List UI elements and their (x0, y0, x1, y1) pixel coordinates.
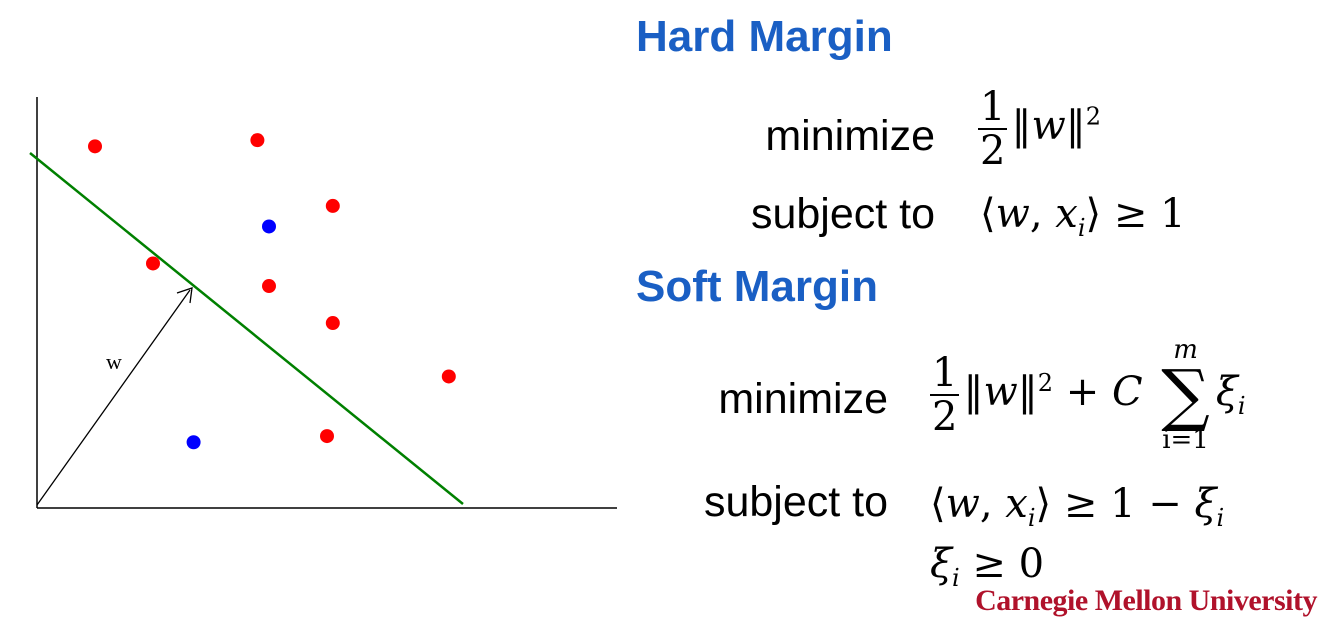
data-point (186, 435, 201, 450)
separating-hyperplane (29, 152, 464, 505)
sum-upper-limit: m (1173, 335, 1198, 365)
data-point (262, 279, 276, 294)
sum-lower-limit: i=1 (1162, 424, 1209, 455)
data-point (262, 219, 276, 234)
hard-margin-title: Hard Margin (636, 12, 893, 61)
hard-objective: 1 2 ‖w‖2 (978, 84, 1101, 174)
data-point (88, 139, 102, 154)
data-point (146, 256, 160, 271)
hard-subject-label: subject to (750, 190, 935, 238)
soft-objective: 1 2 ‖w‖2 + C m ∑ i=1 ξi (930, 335, 1246, 455)
data-point (441, 369, 456, 384)
data-points (88, 133, 456, 450)
data-point (325, 198, 340, 213)
data-point (320, 429, 334, 444)
data-point (325, 316, 340, 331)
soft-minimize-label: minimize (718, 375, 888, 423)
data-point (250, 133, 265, 148)
normal-vector-w (36, 289, 191, 506)
arrowhead-icon (176, 287, 193, 304)
soft-subject-label: subject to (703, 478, 888, 526)
hard-constraint: ⟨w, xi⟩ ≥ 1 (980, 191, 1186, 242)
margin-diagram: w (29, 97, 617, 509)
cmu-logo: Carnegie Mellon University (975, 584, 1317, 617)
hard-minimize-label: minimize (765, 112, 935, 160)
slack-nonnegativity: ξi ≥ 0 (930, 541, 1045, 592)
vector-label: w (106, 349, 122, 374)
soft-margin-title: Soft Margin (636, 262, 878, 311)
soft-constraint: ⟨w, xi⟩ ≥ 1 − ξi (930, 481, 1225, 532)
